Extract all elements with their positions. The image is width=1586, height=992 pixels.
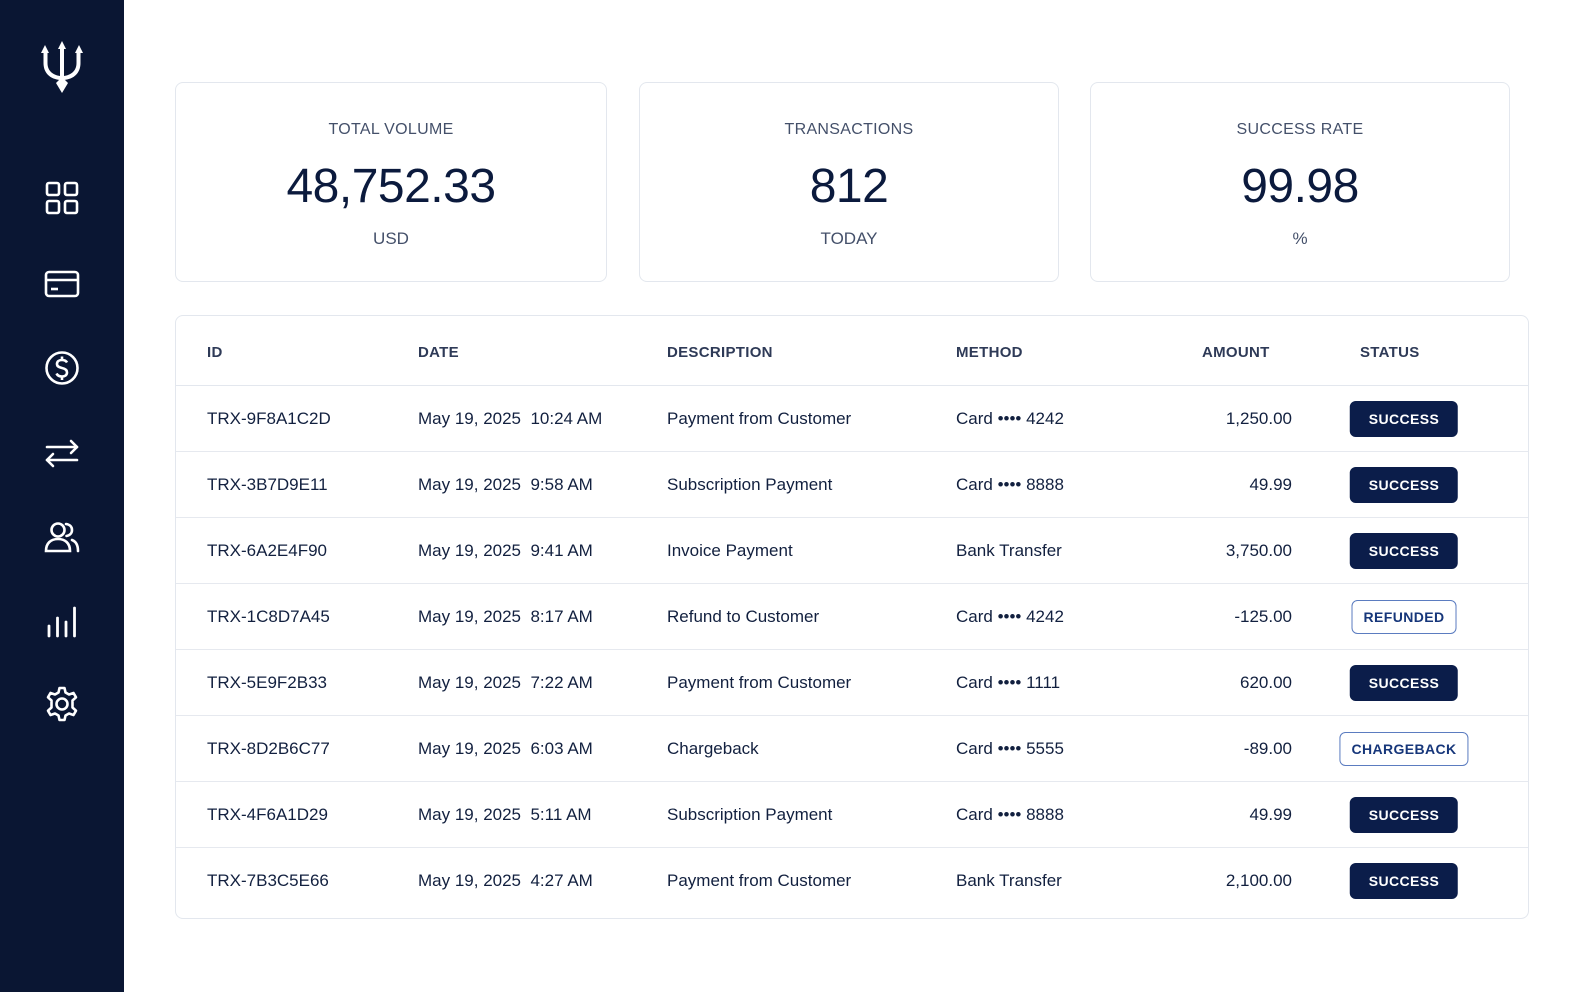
transaction-method: Bank Transfer bbox=[956, 871, 1062, 890]
credit-card-icon bbox=[44, 270, 80, 298]
stat-value: 48,752.33 bbox=[286, 160, 496, 213]
table-row[interactable]: TRX-7B3C5E66 May 19, 2025 4:27 AM Paymen… bbox=[176, 848, 1528, 914]
transaction-id: TRX-4F6A1D29 bbox=[207, 804, 328, 824]
column-header-date[interactable]: DATE bbox=[418, 344, 459, 361]
transaction-method: Card •••• 4242 bbox=[956, 606, 1064, 626]
sidebar-item-reports[interactable] bbox=[38, 597, 86, 645]
arrows-exchange-icon bbox=[45, 439, 79, 468]
status-badge: CHARGEBACK bbox=[1339, 731, 1469, 766]
transaction-date: May 19, 2025 10:24 AM bbox=[418, 408, 603, 428]
table-header: ID DATE DESCRIPTION METHOD AMOUNT STATUS bbox=[176, 316, 1528, 386]
table-row[interactable]: TRX-8D2B6C77 May 19, 2025 6:03 AM Charge… bbox=[176, 716, 1528, 782]
transaction-date: May 19, 2025 9:58 AM bbox=[418, 474, 593, 494]
table-row[interactable]: TRX-9F8A1C2D May 19, 2025 10:24 AM Payme… bbox=[176, 386, 1528, 452]
transaction-id: TRX-8D2B6C77 bbox=[207, 738, 330, 758]
transaction-date: May 19, 2025 7:22 AM bbox=[418, 672, 593, 692]
transaction-description: Payment from Customer bbox=[667, 672, 852, 692]
transaction-amount: 2,100.00 bbox=[1225, 871, 1292, 890]
status-badge: SUCCESS bbox=[1349, 400, 1459, 437]
stat-label: SUCCESS RATE bbox=[1236, 121, 1364, 138]
stat-card-total-volume: TOTAL VOLUME 48,752.33 USD bbox=[175, 82, 607, 282]
column-header-status[interactable]: STATUS bbox=[1360, 344, 1420, 361]
table-row[interactable]: TRX-6A2E4F90 May 19, 2025 9:41 AM Invoic… bbox=[176, 518, 1528, 584]
sidebar-item-dashboard[interactable] bbox=[38, 174, 86, 222]
transaction-id: TRX-6A2E4F90 bbox=[207, 540, 327, 560]
sidebar-item-transfers[interactable] bbox=[38, 429, 86, 477]
main-content: TOTAL VOLUME 48,752.33 USD TRANSACTIONS … bbox=[124, 0, 1586, 992]
transaction-id: TRX-1C8D7A45 bbox=[207, 606, 330, 626]
bar-chart-icon bbox=[47, 606, 76, 638]
transaction-method: Card •••• 5555 bbox=[956, 738, 1064, 758]
stat-value: 812 bbox=[809, 160, 889, 213]
stat-label: TRANSACTIONS bbox=[784, 121, 914, 138]
transaction-amount: 3,750.00 bbox=[1225, 540, 1292, 560]
transaction-description: Chargeback bbox=[667, 738, 759, 758]
transaction-date: May 19, 2025 8:17 AM bbox=[418, 606, 593, 626]
status-badge: SUCCESS bbox=[1349, 796, 1459, 833]
stat-unit: USD bbox=[373, 229, 409, 248]
table-row[interactable]: TRX-3B7D9E11 May 19, 2025 9:58 AM Subscr… bbox=[176, 452, 1528, 518]
transaction-description: Refund to Customer bbox=[667, 606, 820, 626]
transaction-description: Subscription Payment bbox=[667, 804, 833, 824]
status-badge: REFUNDED bbox=[1351, 599, 1457, 634]
transaction-method: Bank Transfer bbox=[956, 540, 1062, 560]
column-header-description[interactable]: DESCRIPTION bbox=[667, 344, 773, 361]
status-badge: SUCCESS bbox=[1349, 863, 1459, 899]
stat-card-transactions: TRANSACTIONS 812 TODAY bbox=[639, 82, 1059, 282]
transaction-method: Card •••• 1111 bbox=[956, 672, 1061, 692]
sidebar-item-customers[interactable] bbox=[38, 513, 86, 561]
users-icon bbox=[44, 522, 80, 553]
dollar-icon bbox=[45, 351, 79, 385]
column-header-method[interactable]: METHOD bbox=[956, 344, 1023, 361]
status-badge: SUCCESS bbox=[1349, 466, 1459, 503]
transaction-amount: 49.99 bbox=[1249, 804, 1292, 824]
transaction-date: May 19, 2025 6:03 AM bbox=[418, 738, 593, 758]
transaction-amount: 620.00 bbox=[1240, 672, 1292, 692]
table-row[interactable]: TRX-1C8D7A45 May 19, 2025 8:17 AM Refund… bbox=[176, 584, 1528, 650]
grid-icon bbox=[45, 181, 79, 215]
sidebar bbox=[0, 0, 124, 992]
stat-card-success-rate: SUCCESS RATE 99.98 % bbox=[1090, 82, 1510, 282]
transaction-method: Card •••• 4242 bbox=[956, 408, 1064, 428]
transaction-amount: -125.00 bbox=[1234, 606, 1292, 626]
transaction-date: May 19, 2025 9:41 AM bbox=[418, 540, 593, 560]
transaction-amount: -89.00 bbox=[1243, 738, 1292, 758]
stat-value: 99.98 bbox=[1241, 160, 1359, 213]
transaction-date: May 19, 2025 5:11 AM bbox=[418, 804, 592, 824]
stat-unit: TODAY bbox=[820, 229, 878, 248]
stat-unit: % bbox=[1292, 229, 1308, 248]
status-badge: SUCCESS bbox=[1349, 664, 1459, 701]
stat-label: TOTAL VOLUME bbox=[328, 121, 454, 138]
transaction-id: TRX-5E9F2B33 bbox=[207, 672, 327, 692]
transaction-method: Card •••• 8888 bbox=[956, 474, 1064, 494]
transaction-description: Payment from Customer bbox=[667, 871, 852, 890]
sidebar-item-cards[interactable] bbox=[38, 260, 86, 308]
transaction-method: Card •••• 8888 bbox=[956, 804, 1064, 824]
sidebar-item-settings[interactable] bbox=[38, 680, 86, 728]
sidebar-item-payments[interactable] bbox=[38, 344, 86, 392]
column-header-amount[interactable]: AMOUNT bbox=[1202, 344, 1270, 361]
trident-logo-icon[interactable] bbox=[40, 38, 84, 96]
transaction-id: TRX-7B3C5E66 bbox=[207, 871, 329, 890]
transaction-amount: 1,250.00 bbox=[1225, 408, 1292, 428]
column-header-id[interactable]: ID bbox=[207, 344, 223, 361]
transaction-date: May 19, 2025 4:27 AM bbox=[418, 871, 593, 890]
transaction-id: TRX-9F8A1C2D bbox=[207, 408, 331, 428]
transaction-description: Invoice Payment bbox=[667, 540, 793, 560]
status-badge: SUCCESS bbox=[1349, 532, 1459, 569]
transaction-amount: 49.99 bbox=[1249, 474, 1292, 494]
transaction-id: TRX-3B7D9E11 bbox=[207, 474, 328, 494]
table-row[interactable]: TRX-5E9F2B33 May 19, 2025 7:22 AM Paymen… bbox=[176, 650, 1528, 716]
transaction-description: Payment from Customer bbox=[667, 408, 852, 428]
gear-icon bbox=[46, 686, 78, 722]
table-row[interactable]: TRX-4F6A1D29 May 19, 2025 5:11 AM Subscr… bbox=[176, 782, 1528, 848]
transaction-description: Subscription Payment bbox=[667, 474, 833, 494]
transactions-table: ID DATE DESCRIPTION METHOD AMOUNT STATUS… bbox=[175, 315, 1529, 919]
